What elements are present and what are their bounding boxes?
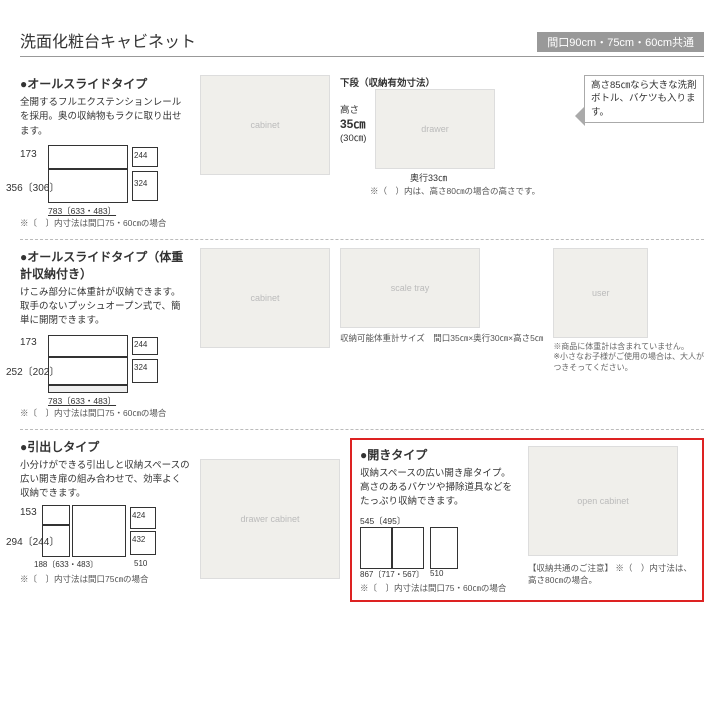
sec3-dimension-drawing: 153 294〔244〕 424 432 188〔633・483〕 510: [20, 505, 190, 571]
sec4-dimension-drawing: 545〔495〕 867〔717・567〕 510: [360, 515, 520, 580]
sec4-photo: open cabinet: [528, 446, 678, 556]
sec1-dimension-drawing: 173 356〔306〕 244 324 783〔633・483〕: [20, 145, 190, 215]
sec2-photo-1: cabinet: [200, 248, 330, 348]
section-allslide: オールスライドタイプ 全開するフルエクステンションレールを採用。奥の収納物もラク…: [20, 67, 704, 240]
sec2-photo-2: scale tray: [340, 248, 480, 328]
sec1-right-anno: 下段（収納有効寸法） 高さ 35㎝ (30㎝) drawer 奥行33㎝ 高さ8…: [340, 75, 704, 229]
size-badge: 間口90cm・75cm・60cm共通: [537, 32, 704, 52]
sec2-title: オールスライドタイプ（体重計収納付き）: [20, 248, 190, 282]
callout-bucket: 高さ85㎝なら大きな洗剤ボトル、バケツも入ります。: [584, 75, 704, 123]
sec1-note: ※〔 〕内寸法は間口75・60㎝の場合: [20, 217, 190, 229]
sec2-dimension-drawing: 173 252〔202〕 244 324 783〔633・483〕: [20, 335, 190, 405]
sec2-desc: けこみ部分に体重計が収納できます。取手のないプッシュオープン式で、簡単に開閉でき…: [20, 286, 190, 329]
sec2-photo-3: user: [553, 248, 648, 338]
sec2-note: ※〔 〕内寸法は間口75・60㎝の場合: [20, 407, 190, 419]
sec1-title: オールスライドタイプ: [20, 75, 190, 92]
page-title: 洗面化粧台キャビネット: [20, 28, 196, 52]
sec1-desc: 全開するフルエクステンションレールを採用。奥の収納物もラクに取り出せます。: [20, 96, 190, 139]
sec3-photo: drawer cabinet: [200, 459, 340, 579]
page-header: 洗面化粧台キャビネット 間口90cm・75cm・60cm共通: [20, 28, 704, 57]
section-bottom: ●引出しタイプ 小分けができる引出しと収納スペースの広い開き扉の組み合わせで、効…: [20, 430, 704, 613]
sec3-title: ●引出しタイプ: [20, 438, 340, 455]
section-allslide-scale: オールスライドタイプ（体重計収納付き） けこみ部分に体重計が収納できます。取手の…: [20, 240, 704, 430]
section-drawer: ●引出しタイプ 小分けができる引出しと収納スペースの広い開き扉の組み合わせで、効…: [20, 438, 350, 603]
sec2-disclaimer: ※商品に体重計は含まれていません。 ※小さなお子様がご使用の場合は、大人がつきそ…: [553, 342, 704, 373]
sec4-title: ●開きタイプ: [360, 446, 520, 463]
section-hinged-highlighted: ●開きタイプ 収納スペースの広い開き扉タイプ。高さのあるバケツや掃除道具などをた…: [350, 438, 704, 603]
sec1-photo: cabinet: [200, 75, 330, 175]
